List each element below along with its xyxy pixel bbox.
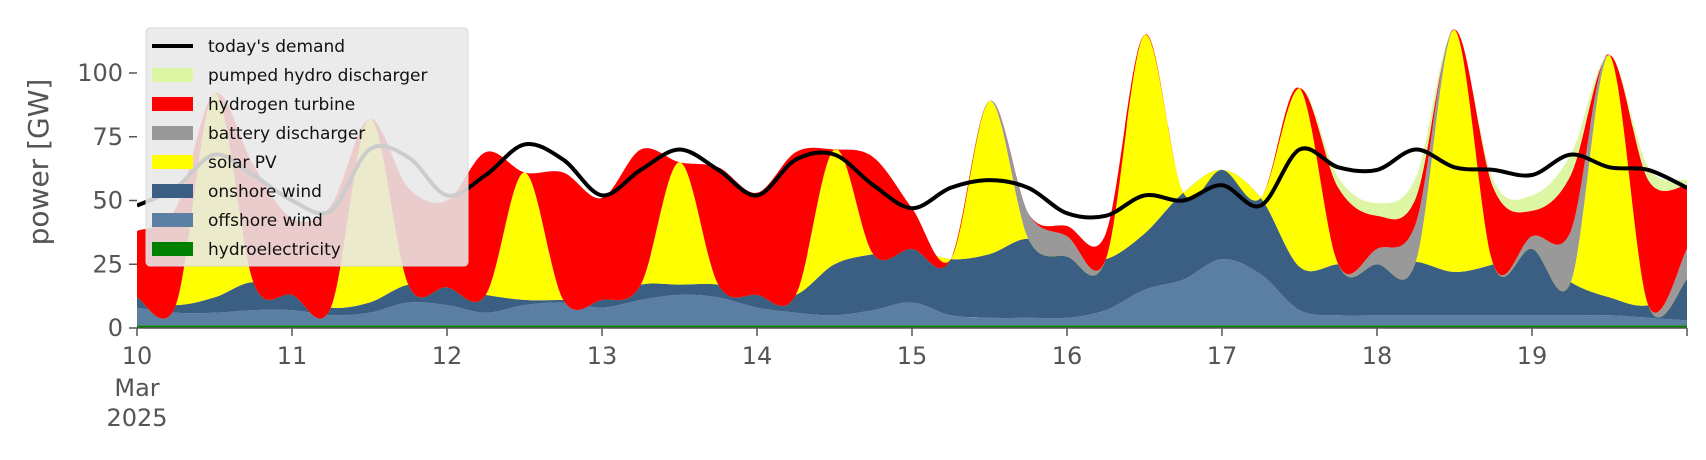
legend-label-solar-pv: solar PV [208,153,277,173]
legend: today's demand pumped hydro discharger hyd… [145,27,469,267]
x-tick-label: 18 [1362,342,1393,370]
area-hydrogen-turbine [137,29,1687,319]
x-tick-label: 10 [122,342,153,370]
y-tick-label: 75 [92,123,123,151]
legend-label-onshore-wind: onshore wind [208,182,322,202]
x-tick-label: 13 [587,342,618,370]
x-tick-label: 17 [1207,342,1238,370]
legend-label-hydroelectricity: hydroelectricity [208,240,341,260]
y-tick-label: 100 [77,59,123,87]
x-tick-label: 16 [1052,342,1083,370]
x-tick-label: 12 [432,342,463,370]
x-tick-label: 11 [277,342,308,370]
legend-swatch-solar-pv [152,155,193,169]
y-axis-title: power [GW] [22,79,55,246]
legend-label-today-s-demand: today's demand [208,37,345,57]
legend-swatch-battery-discharger [152,126,193,140]
legend-label-pumped-hydro-discharger: pumped hydro discharger [208,66,427,86]
legend-frame [145,27,469,267]
area-onshore-wind [137,169,1687,321]
legend-label-hydrogen-turbine: hydrogen turbine [208,95,355,115]
legend-swatch-offshore-wind [152,213,193,227]
x-year-label: 2025 [106,404,167,432]
y-tick-label: 25 [92,250,123,278]
legend-label-battery-discharger: battery discharger [208,124,365,144]
legend-swatch-hydrogen-turbine [152,97,193,111]
x-tick-label: 14 [742,342,773,370]
legend-label-offshore-wind: offshore wind [208,211,323,231]
y-tick-label: 50 [92,187,123,215]
x-tick-label: 15 [897,342,928,370]
legend-swatch-hydroelectricity [152,242,193,256]
x-month-label: Mar [114,374,159,402]
y-tick-label: 0 [108,314,123,342]
legend-swatch-pumped-hydro-discharger [152,68,193,82]
area-offshore-wind [137,259,1687,326]
area-solar-pv [137,29,1687,319]
x-tick-label: 19 [1517,342,1548,370]
legend-swatch-onshore-wind [152,184,193,198]
